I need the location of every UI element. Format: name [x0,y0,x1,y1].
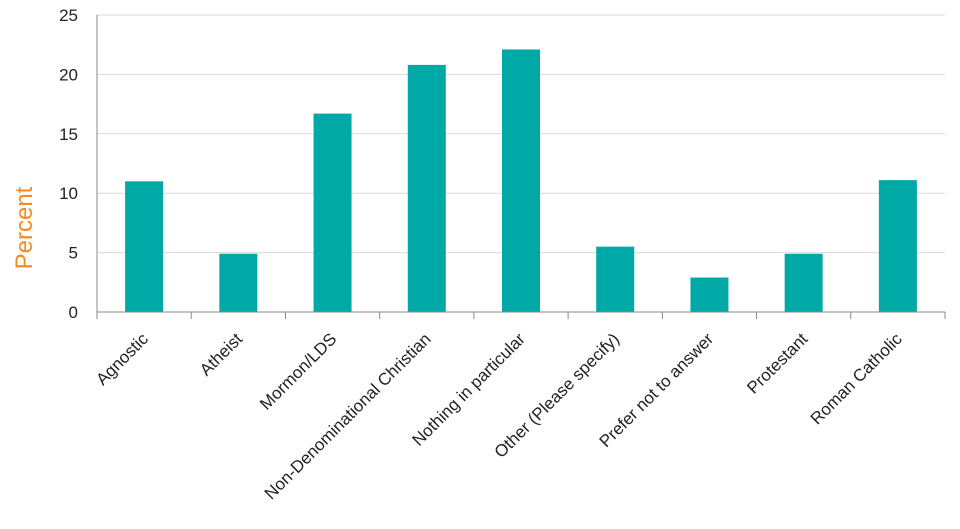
y-tick-label: 10 [59,184,78,203]
y-axis-label: Percent [11,186,38,269]
y-tick-label: 0 [69,303,78,322]
y-tick-label: 5 [69,244,78,263]
bar [407,64,446,312]
bar [219,253,258,312]
x-tick-label: Protestant [743,329,811,397]
axes [96,15,946,319]
bars [125,49,917,313]
x-tick-label: Agnostic [92,329,152,389]
bar [502,49,540,313]
bar [878,180,917,312]
y-tick-label: 25 [59,6,78,25]
bar [690,277,729,312]
bar [596,246,635,312]
bar [125,181,164,312]
x-tick-label: Atheist [196,329,246,379]
x-tick-label: Non-Denominational Christian [261,329,435,503]
x-tick-label: Mormon/LDS [256,329,340,413]
tick-labels: 0 5 10 15 20 25 Agnostic Atheist Mormon/LDSNon-D… [59,6,906,503]
x-tick-label: Roman Catholic [807,329,906,428]
y-tick-label: 20 [59,65,78,84]
bar [784,253,823,312]
bar [313,113,352,312]
y-tick-label: 15 [59,125,78,144]
